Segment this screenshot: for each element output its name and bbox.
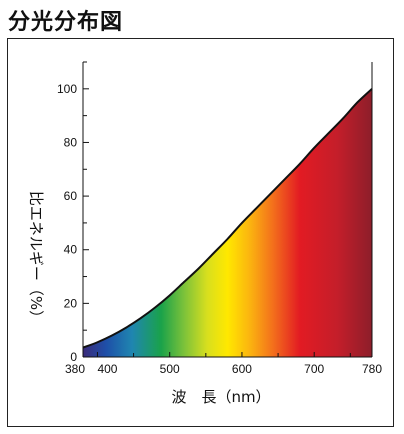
x-tick-label: 700 [304,362,324,376]
y-tick-label: 60 [64,189,78,203]
page-title: 分光分布図 [8,10,124,35]
x-tick-label: 400 [97,362,117,376]
x-axis-title: 波 長（nm） [171,388,270,406]
x-tick-label: 500 [160,362,180,376]
y-tick-label: 80 [64,135,78,149]
x-tick-label: 380 [65,362,85,376]
y-tick-label: 100 [57,82,77,96]
y-tick-label: 20 [64,296,78,310]
chart-frame [7,38,394,427]
y-tick-label: 40 [64,243,78,257]
y-axis-title: 比エネルギー（%） [27,191,45,325]
x-tick-label: 600 [232,362,252,376]
y-tick-label: 0 [70,350,77,364]
spectrum-area [83,88,372,358]
spectrum-curve [82,88,373,349]
x-tick-label: 780 [362,362,382,376]
